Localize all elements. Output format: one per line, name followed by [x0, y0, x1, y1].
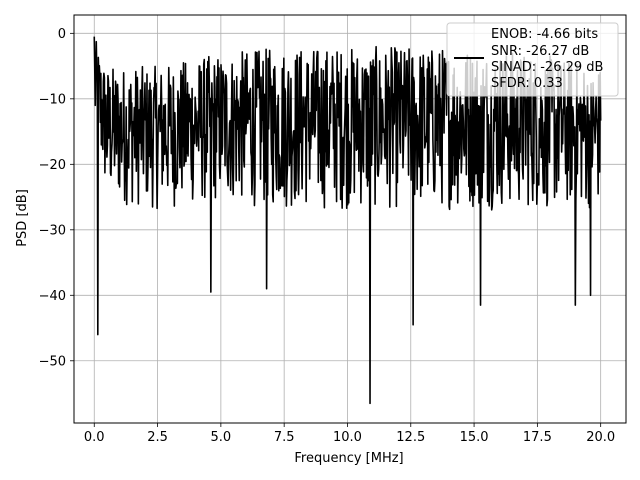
x-tick-label: 12.5 — [396, 430, 425, 445]
legend: ENOB: -4.66 bits SNR: -26.27 dB SINAD: -… — [446, 22, 619, 97]
ticks: 0.0 2.5 5.0 7.5 10.0 12.5 15.0 17.5 20.0 0 −10 −20 −… — [39, 27, 616, 445]
y-tick-label: −30 — [39, 223, 66, 238]
legend-entry-sinad: SINAD: -26.29 dB — [491, 60, 603, 75]
x-tick-label: 17.5 — [523, 430, 552, 445]
legend-entry-snr: SNR: -26.27 dB — [491, 44, 589, 59]
legend-box — [446, 22, 619, 97]
legend-entry-enob: ENOB: -4.66 bits — [491, 27, 598, 42]
y-tick-label: −50 — [39, 354, 66, 369]
y-tick-label: 0 — [58, 27, 66, 42]
y-tick-label: −10 — [39, 92, 66, 107]
x-tick-label: 0.0 — [84, 430, 105, 445]
y-tick-label: −40 — [39, 289, 66, 304]
x-tick-label: 15.0 — [460, 430, 489, 445]
y-tick-label: −20 — [39, 158, 66, 173]
x-axis-title: Frequency [MHz] — [294, 451, 403, 466]
legend-entry-sfdr: SFDR: 0.33 — [491, 76, 563, 91]
x-tick-label: 20.0 — [586, 430, 615, 445]
x-tick-label: 10.0 — [333, 430, 362, 445]
axes-frame — [73, 14, 627, 424]
x-tick-label: 2.5 — [147, 430, 168, 445]
x-tick-label: 7.5 — [274, 430, 295, 445]
x-tick-label: 5.0 — [211, 430, 232, 445]
series-psd — [93, 36, 602, 405]
psd-line — [93, 36, 602, 405]
y-axis-title: PSD [dB] — [15, 189, 30, 247]
